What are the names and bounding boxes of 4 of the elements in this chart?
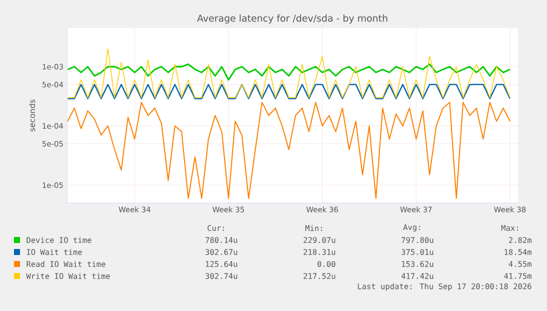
line-series [67, 102, 510, 199]
line-series [67, 48, 510, 98]
line-series [67, 63, 511, 81]
chart-title: Average latency for /dev/sda - by month [197, 14, 388, 24]
